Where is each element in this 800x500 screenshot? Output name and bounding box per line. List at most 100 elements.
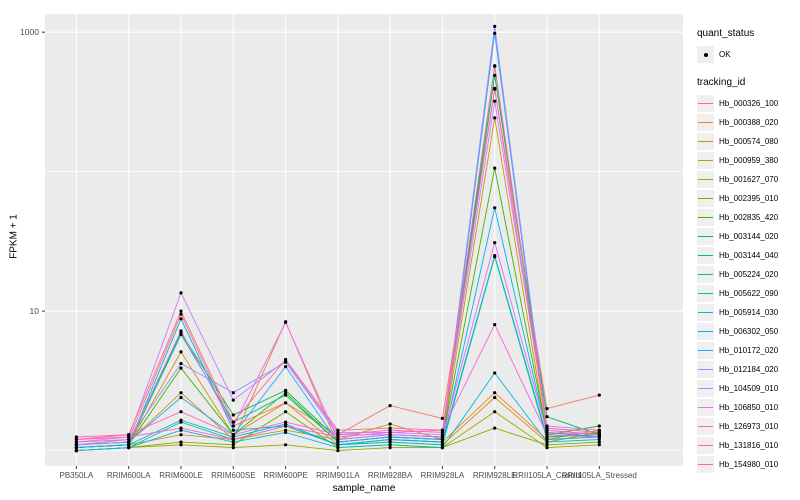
legend-item-ok: OK	[697, 46, 799, 63]
legend-title-tracking-id: tracking_id	[697, 77, 746, 88]
data-point	[440, 433, 444, 437]
legend-line-swatch	[698, 292, 713, 295]
legend-line-swatch	[698, 178, 713, 181]
data-point	[74, 437, 78, 442]
data-point	[179, 312, 183, 316]
legend-line-swatch	[698, 406, 713, 409]
data-point	[493, 86, 497, 90]
legend-item-Hb_000574_080: Hb_000574_080	[697, 133, 799, 150]
data-point	[597, 424, 601, 428]
point-symbol-icon	[703, 52, 708, 57]
legend-item-Hb_000959_380: Hb_000959_380	[697, 152, 799, 169]
legend-key	[697, 437, 714, 454]
legend-key	[697, 323, 714, 340]
data-point	[440, 446, 444, 450]
legend-item-Hb_005914_030: Hb_005914_030	[697, 304, 799, 321]
data-point	[74, 443, 78, 447]
legend-line-swatch	[698, 387, 713, 390]
legend-item-label: Hb_001627_070	[719, 175, 779, 184]
data-point	[493, 166, 497, 170]
data-point	[493, 391, 497, 395]
legend-key	[697, 361, 714, 378]
y-axis-title: FPKM + 1	[8, 214, 20, 259]
legend-item-label: Hb_126973_010	[719, 422, 779, 431]
data-point	[493, 410, 497, 414]
legend-item-label: Hb_131816_010	[719, 441, 779, 450]
data-point	[179, 443, 183, 447]
data-point	[388, 430, 392, 434]
data-point	[284, 357, 288, 362]
x-tick-label: PB350LA	[59, 471, 93, 480]
data-point	[231, 413, 235, 417]
data-point	[336, 440, 340, 444]
data-point	[127, 437, 131, 442]
data-point	[545, 426, 549, 430]
data-point	[231, 428, 235, 432]
data-point	[388, 433, 392, 437]
legend-item-label: Hb_005914_030	[719, 308, 779, 317]
data-point	[179, 410, 183, 414]
legend-line-swatch	[698, 425, 713, 428]
legend-title-quant-status: quant_status	[697, 28, 755, 39]
data-point	[231, 437, 235, 442]
data-point	[284, 393, 288, 397]
data-point	[179, 332, 183, 337]
legend-line-swatch	[698, 254, 713, 257]
data-point	[231, 443, 235, 447]
legend-line-swatch	[698, 235, 713, 238]
legend-line-swatch	[698, 273, 713, 276]
data-point	[179, 418, 183, 422]
x-tick-label: RRIM600LE	[159, 471, 203, 480]
data-point	[127, 446, 131, 450]
legend-line-swatch	[698, 330, 713, 333]
data-point	[440, 443, 444, 447]
data-point	[597, 393, 601, 397]
legend-item-label: Hb_000959_380	[719, 156, 779, 165]
x-tick-label: RRIM600LA	[107, 471, 151, 480]
data-point	[231, 433, 235, 437]
legend-key	[697, 190, 714, 207]
data-point	[493, 241, 497, 245]
data-point	[336, 449, 340, 453]
legend-item-Hb_001627_070: Hb_001627_070	[697, 171, 799, 188]
legend-key	[697, 456, 714, 473]
legend-line-swatch	[698, 197, 713, 200]
data-point	[284, 420, 288, 424]
x-tick-label: RRIM901LA	[316, 471, 360, 480]
legend-item-Hb_000388_020: Hb_000388_020	[697, 114, 799, 131]
data-point	[545, 433, 549, 437]
legend-key	[697, 95, 714, 112]
data-point	[231, 424, 235, 428]
data-point	[388, 437, 392, 442]
y-tick-label: 10	[30, 306, 40, 316]
legend-line-swatch	[698, 463, 713, 466]
legend-key	[697, 152, 714, 169]
legend-key	[697, 304, 714, 321]
data-point	[493, 31, 497, 35]
legend-item-Hb_003144_040: Hb_003144_040	[697, 247, 799, 264]
legend-item-label: Hb_000574_080	[719, 137, 779, 146]
data-point	[284, 410, 288, 414]
data-point	[545, 446, 549, 450]
x-tick-label: RRIM928BA	[368, 471, 413, 480]
x-tick-label: RRII105LA_Control	[512, 471, 582, 480]
legend-key	[697, 46, 714, 63]
data-point	[231, 398, 235, 402]
data-point	[440, 430, 444, 434]
legend-line-swatch	[698, 349, 713, 352]
legend-item-Hb_131816_010: Hb_131816_010	[697, 437, 799, 454]
data-point	[336, 433, 340, 437]
data-point	[336, 435, 340, 439]
legend-key	[697, 171, 714, 188]
legend-key	[697, 380, 714, 397]
data-point	[493, 395, 497, 400]
legend-key	[697, 114, 714, 131]
legend-line-swatch	[698, 121, 713, 124]
legend-line-swatch	[698, 444, 713, 447]
legend-key	[697, 228, 714, 245]
data-point	[179, 309, 183, 313]
data-point	[493, 206, 497, 210]
data-point	[284, 424, 288, 428]
data-point	[336, 430, 340, 434]
data-point	[388, 435, 392, 439]
